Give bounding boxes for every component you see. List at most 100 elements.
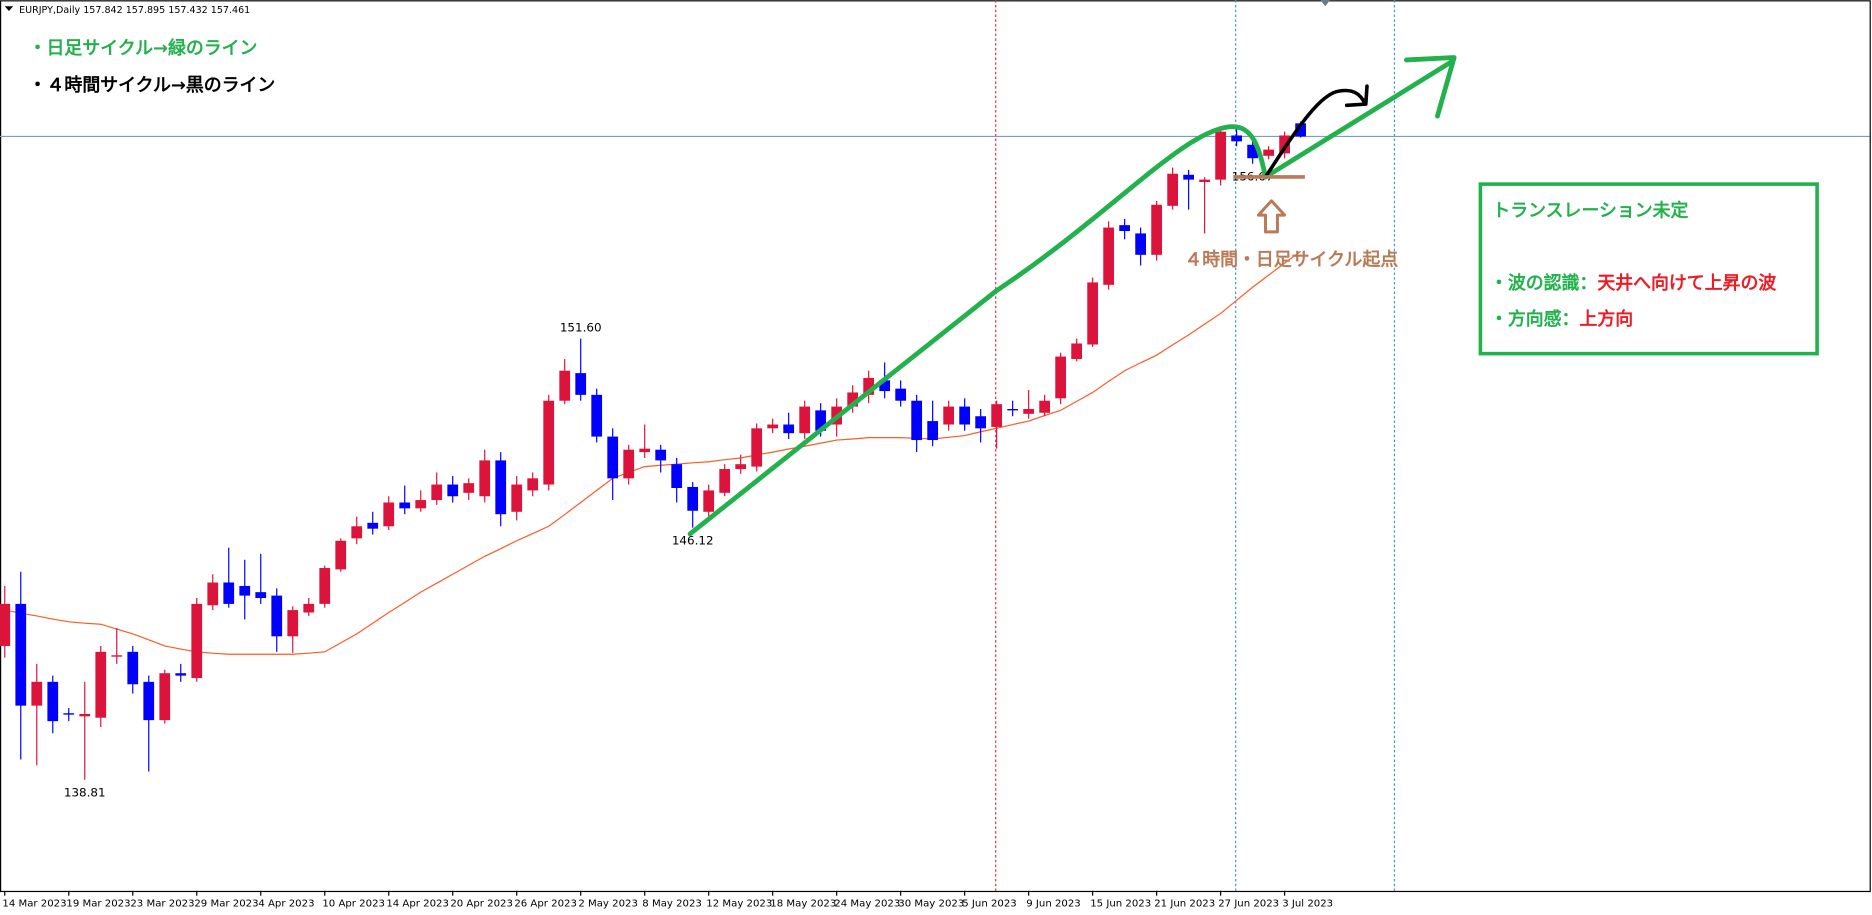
note-box: [1478, 182, 1819, 356]
candle-body: [623, 449, 635, 479]
candle-body: [335, 540, 347, 570]
candle-body: [1119, 225, 1131, 232]
x-tick-label: 24 May 2023: [834, 898, 900, 909]
candle-body: [1263, 149, 1274, 156]
x-tick-label: 2 May 2023: [578, 898, 638, 909]
box-label: ・方向感：: [1490, 308, 1579, 330]
x-tick-label: 29 Mar 2023: [194, 898, 258, 909]
candle-body: [1247, 144, 1258, 159]
candle-body: [223, 582, 235, 604]
x-tick-label: 15 Jun 2023: [1090, 898, 1151, 909]
candle-body: [431, 484, 443, 501]
x-tick-label: 18 May 2023: [770, 898, 836, 909]
symbol: EURJPY,Daily: [19, 5, 80, 16]
black-cycle-line: [1263, 84, 1369, 179]
x-tick-label: 21 Jun 2023: [1154, 898, 1215, 909]
candle-body: [1087, 282, 1099, 345]
candle-body: [15, 603, 27, 706]
candle-body: [591, 394, 603, 437]
candle-body: [31, 681, 43, 706]
candle-body: [1023, 408, 1035, 414]
candle-body: [495, 460, 507, 515]
price-label: 151.60: [560, 320, 602, 334]
candle-body: [255, 592, 267, 599]
candle-body: [655, 449, 667, 461]
candle-body: [767, 424, 779, 429]
candle-body: [511, 484, 523, 512]
box-text: 天井へ向けて上昇の波: [1597, 272, 1776, 294]
shift-marker: [1320, 0, 1330, 7]
note: ・日足サイクル→緑のライン: [29, 37, 258, 59]
candle-body: [911, 400, 923, 441]
x-tick-label: 4 Apr 2023: [258, 898, 314, 909]
green-arrow: [1263, 55, 1457, 180]
candle-body: [319, 568, 331, 604]
candle-body: [543, 400, 555, 485]
candle-body: [95, 651, 107, 718]
x-tick-label: 19 Mar 2023: [66, 898, 130, 909]
header-high: 157.895: [126, 5, 165, 16]
candle-body: [127, 651, 139, 685]
candle-body: [63, 713, 75, 715]
x-tick-label: 27 Jun 2023: [1218, 898, 1279, 909]
candle-body: [799, 406, 811, 434]
candle-body: [719, 469, 731, 493]
candle-body: [847, 392, 859, 407]
candle-body: [159, 673, 171, 721]
note: ・４時間サイクル→黒のライン: [29, 75, 276, 96]
candle-body: [639, 448, 651, 453]
candle-body: [399, 502, 411, 509]
up-arrow: [1256, 199, 1287, 234]
candle-body: [1199, 179, 1210, 183]
candle-body: [1231, 135, 1242, 142]
candle-body: [863, 377, 875, 395]
candle-body: [239, 585, 251, 596]
price-label: 138.81: [64, 786, 106, 800]
candle-body: [175, 673, 187, 676]
candle-body: [143, 681, 155, 721]
candle-body: [463, 483, 475, 493]
header-low: 157.432: [168, 5, 207, 16]
box-line: ・波の認識：天井へ向けて上昇の波: [1490, 272, 1776, 294]
candle-body: [479, 460, 491, 497]
candle-body: [111, 655, 123, 657]
candle-body: [991, 404, 1003, 427]
candle-body: [1215, 131, 1226, 180]
candle-body: [703, 490, 715, 512]
x-tick-label: 8 May 2023: [642, 898, 702, 909]
candle-body: [79, 713, 91, 717]
candle-body: [47, 681, 59, 722]
menu-triangle: [4, 6, 14, 11]
candle-body: [559, 370, 571, 401]
candle-body: [1167, 173, 1178, 206]
x-tick-label: 10 Apr 2023: [322, 898, 385, 909]
box-text: 上方向: [1579, 308, 1633, 330]
candle-body: [303, 603, 315, 613]
box-title: トランスレーション未定: [1492, 199, 1688, 221]
header-close: 157.461: [211, 5, 250, 16]
moving-average: [4, 250, 1301, 655]
candle-body: [895, 388, 907, 401]
candle-body: [943, 406, 955, 425]
candle-body: [1103, 227, 1115, 285]
x-tick-label: 20 Apr 2023: [450, 898, 513, 909]
price-label: 146.12: [672, 533, 714, 547]
candle-body: [1183, 174, 1194, 180]
candle-body: [351, 526, 363, 539]
symbol-header: EURJPY,Daily 157.842 157.895 157.432 157…: [19, 5, 250, 16]
x-tick-label: 5 Jun 2023: [962, 898, 1016, 909]
x-tick-label: 9 Jun 2023: [1026, 898, 1080, 909]
candle-body: [815, 410, 827, 431]
marks: 14 Mar 2023 19 Mar 2023 23 Mar 2023 29 Mar …: [0, 121, 1870, 909]
green-cycle-line: [687, 124, 1268, 537]
header-open: 157.842: [83, 5, 122, 16]
x-tick-label: 23 Mar 2023: [130, 898, 194, 909]
candle-body: [927, 421, 939, 441]
candle-body: [415, 500, 427, 509]
candle-body: [1071, 343, 1083, 359]
x-tick-label: 26 Apr 2023: [514, 898, 577, 909]
candle-body: [1295, 123, 1306, 137]
candle-body: [207, 582, 219, 606]
